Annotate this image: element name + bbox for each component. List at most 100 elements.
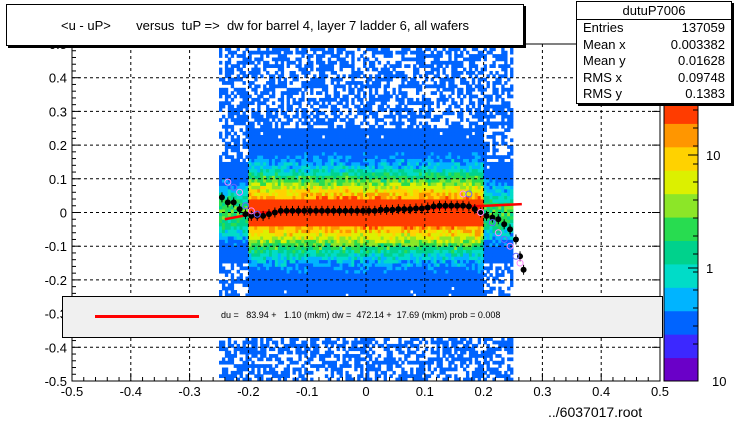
heatmap-cell: [366, 104, 370, 109]
heatmap-cell: [357, 276, 361, 281]
heatmap-cell: [295, 175, 299, 180]
heatmap-cell: [221, 360, 226, 365]
heatmap-cell: [333, 185, 337, 190]
heatmap-cell: [304, 350, 308, 355]
heatmap-cell: [245, 276, 249, 281]
heatmap-cell: [380, 266, 385, 271]
heatmap-cell: [280, 138, 285, 143]
heatmap-cell: [339, 57, 343, 62]
heatmap-cell: [330, 172, 335, 176]
heatmap-cell: [327, 165, 332, 170]
heatmap-cell: [236, 108, 240, 112]
heatmap-cell: [242, 54, 246, 58]
heatmap-cell: [316, 290, 320, 294]
heatmap-cell: [304, 225, 308, 230]
heatmap-cell: [354, 225, 358, 230]
heatmap-cell: [254, 91, 258, 95]
heatmap-cell: [266, 192, 270, 197]
heatmap-cell: [230, 374, 235, 379]
heatmap-cell: [316, 47, 320, 52]
heatmap-cell: [274, 178, 279, 183]
heatmap-cell: [386, 50, 390, 55]
heatmap-cell: [324, 266, 329, 271]
heatmap-cell: [363, 134, 367, 139]
heatmap-cell: [310, 205, 314, 210]
heatmap-cell: [324, 256, 329, 261]
heatmap-cell: [313, 50, 317, 55]
heatmap-cell: [324, 337, 329, 341]
heatmap-cell: [304, 192, 308, 197]
heatmap-cell: [383, 276, 387, 281]
heatmap-cell: [363, 199, 367, 203]
heatmap-cell: [321, 54, 326, 58]
heatmap-cell: [371, 222, 376, 227]
heatmap-cell: [230, 108, 235, 112]
heatmap-cell: [221, 172, 226, 176]
heatmap-cell: [363, 229, 367, 234]
heatmap-cell: [248, 283, 252, 288]
heatmap-cell: [401, 141, 405, 146]
heatmap-cell: [371, 337, 376, 341]
heatmap-cell: [248, 377, 252, 382]
heatmap-cell: [318, 131, 323, 136]
heatmap-cell: [351, 354, 355, 358]
heatmap-cell: [230, 266, 235, 271]
heatmap-cell: [348, 263, 352, 267]
heatmap-cell: [289, 81, 293, 85]
heatmap-cell: [280, 70, 285, 75]
heatmap-cell: [316, 155, 320, 159]
heatmap-cell: [301, 232, 305, 237]
heatmap-cell: [366, 343, 370, 348]
heatmap-cell: [345, 158, 349, 163]
heatmap-cell: [371, 249, 376, 254]
heatmap-cell: [410, 252, 414, 257]
heatmap-cell: [227, 256, 232, 261]
heatmap-cell: [254, 111, 258, 116]
heatmap-cell: [371, 188, 376, 193]
heatmap-cell: [266, 215, 270, 220]
heatmap-cell: [266, 87, 270, 92]
heatmap-cell: [395, 239, 399, 244]
heatmap-cell: [342, 286, 346, 291]
heatmap-cell: [224, 124, 229, 129]
heatmap-cell: [280, 121, 285, 126]
heatmap-cell: [257, 118, 261, 122]
heatmap-cell: [407, 286, 411, 291]
heatmap-cell: [301, 148, 305, 153]
heatmap-cell: [266, 195, 270, 200]
heatmap-cell: [371, 168, 376, 173]
heatmap-cell: [333, 283, 337, 288]
heatmap-cell: [295, 141, 299, 146]
heatmap-cell: [224, 225, 229, 230]
heatmap-cell: [289, 229, 293, 234]
heatmap-cell: [336, 178, 340, 183]
heatmap-cell: [257, 259, 261, 264]
heatmap-cell: [398, 340, 402, 345]
heatmap-cell: [219, 188, 223, 193]
heatmap-cell: [368, 256, 373, 261]
heatmap-cell: [383, 225, 387, 230]
heatmap-cell: [392, 138, 396, 143]
heatmap-cell: [404, 225, 408, 230]
heatmap-cell: [360, 84, 364, 89]
heatmap-cell: [313, 259, 317, 264]
heatmap-cell: [383, 131, 387, 136]
heatmap-cell: [342, 172, 346, 176]
heatmap-cell: [274, 108, 279, 112]
heatmap-cell: [410, 148, 414, 153]
heatmap-cell: [230, 172, 235, 176]
heatmap-cell: [286, 364, 290, 368]
heatmap-cell: [242, 111, 246, 116]
heatmap-cell: [260, 178, 264, 183]
heatmap-cell: [380, 236, 385, 240]
heatmap-cell: [330, 158, 335, 163]
heatmap-cell: [245, 57, 249, 62]
heatmap-cell: [336, 114, 340, 119]
heatmap-cell: [357, 236, 361, 240]
heatmap-cell: [333, 273, 337, 277]
heatmap-cell: [277, 138, 282, 143]
heatmap-cell: [219, 360, 223, 365]
heatmap-cell: [295, 124, 299, 129]
heatmap-cell: [224, 101, 229, 106]
heatmap-cell: [339, 141, 343, 146]
